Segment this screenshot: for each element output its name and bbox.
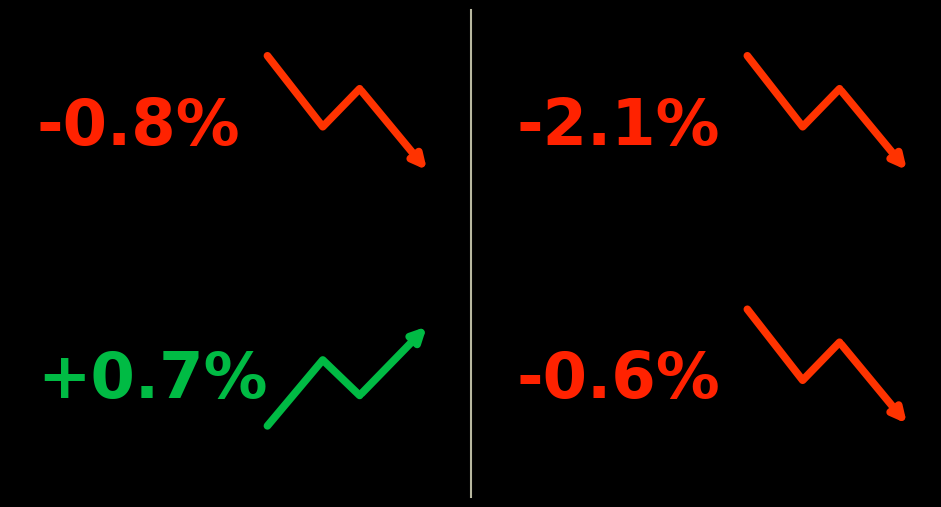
Text: -2.1%: -2.1% (517, 96, 720, 158)
Text: -0.6%: -0.6% (517, 349, 721, 411)
Text: +0.7%: +0.7% (37, 349, 267, 411)
Text: -0.8%: -0.8% (37, 96, 241, 158)
